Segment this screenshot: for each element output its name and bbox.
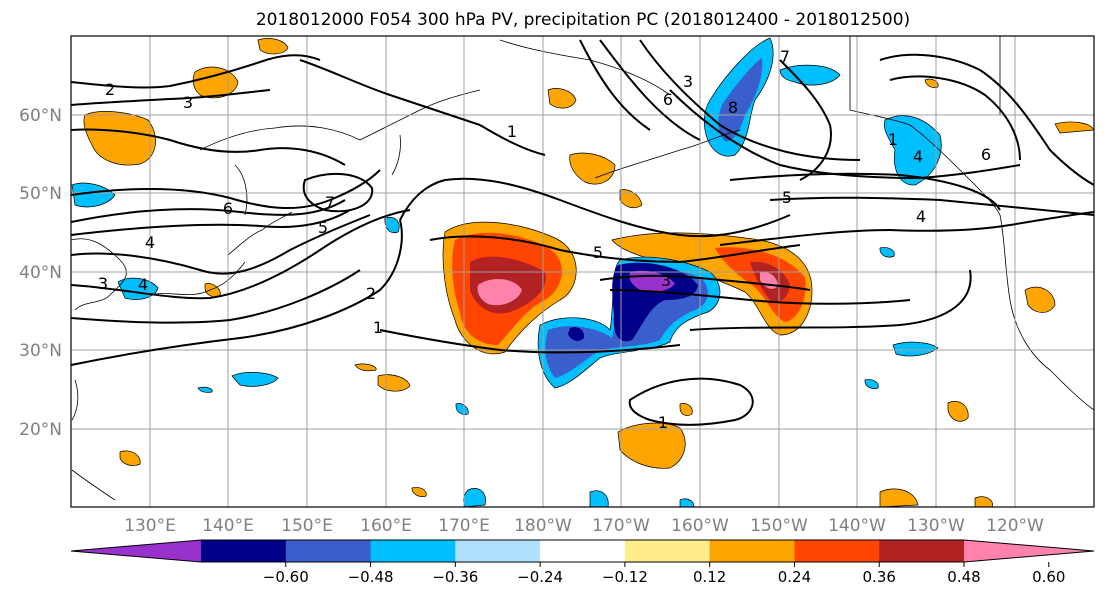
pv-contours [71,39,1094,426]
colorbar-tick-label: −0.24 [517,568,563,586]
lon-label: 140°W [828,516,886,536]
lat-label: 50°N [19,184,62,204]
map-title: 2018012000 F054 300 hPa PV, precipitatio… [256,10,910,30]
contour-label: 1 [888,130,898,149]
contour-label: 4 [916,207,926,226]
lat-label: 40°N [19,263,62,283]
colorbar-tick-label: 0.12 [693,568,726,586]
lat-label: 20°N [19,420,62,440]
colorbar-swatch [370,540,456,562]
lon-label: 160°W [671,516,729,536]
gridlines [71,36,1094,507]
lon-label: 170°W [592,516,650,536]
lon-label: 150°E [281,516,333,536]
colorbar-tick-label: −0.36 [432,568,478,586]
lon-label: 130°W [907,516,965,536]
contour-labels: 2 3 1 6 7 5 4 4 3 2 1 5 3 5 4 1 3 6 8 7 … [98,47,991,432]
colorbar-tick-label: −0.48 [348,568,394,586]
contour-label: 7 [325,193,335,212]
colorbar-outline [70,539,1095,563]
contour-label: 2 [105,80,115,99]
colorbar-swatch [794,540,880,562]
contour-label: 3 [98,274,108,293]
contour-label: 5 [593,243,603,262]
contour-label: 5 [782,188,792,207]
colorbar-swatch [709,540,795,562]
colorbar-tick-label: 0.48 [947,568,980,586]
contour-label: 6 [981,145,991,164]
contour-label: 2 [366,284,376,303]
colorbar-swatch [540,540,626,562]
contour-label: 3 [183,93,193,112]
lon-label: 150°W [750,516,808,536]
colorbar-tick-label: −0.60 [263,568,309,586]
colorbar-tick-label: 0.60 [1032,568,1065,586]
map-panel: 2 3 1 6 7 5 4 4 3 2 1 5 3 5 4 1 3 6 8 7 … [71,36,1094,507]
lon-label: 160°E [360,516,412,536]
lat-label: 30°N [19,341,62,361]
colorbar-tick-label: 0.24 [778,568,811,586]
contour-label: 6 [663,90,673,109]
colorbar-swatch [624,540,711,562]
contour-label: 6 [223,199,233,218]
lon-label: 130°E [124,516,176,536]
colorbar-swatch [879,540,965,562]
colorbar-swatch [455,540,541,562]
longitude-labels: 130°E 140°E 150°E 160°E 170°E 180°W 170°… [124,516,1044,536]
contour-label: 4 [913,147,923,166]
map-frame [70,35,1095,508]
lon-label: 180°W [514,516,572,536]
lon-label: 120°W [986,516,1044,536]
colorbar-tick-label: −0.12 [602,568,648,586]
contour-label: 3 [661,271,671,290]
colorbar-tick-label: 0.36 [863,568,896,586]
lon-label: 170°E [438,516,490,536]
contour-label: 8 [728,98,738,117]
colorbar-extend-high [964,540,1094,562]
contour-label: 1 [507,122,517,141]
colorbar: −0.60 −0.48 −0.36 −0.24 −0.12 0.12 0.24 0.36 0.4… [70,539,1095,586]
contour-label: 1 [373,318,383,337]
contour-label: 4 [138,275,148,294]
lat-label: 60°N [19,106,62,126]
contour-label: 3 [683,72,693,91]
colorbar-extend-low [71,540,201,562]
contour-label: 1 [658,413,668,432]
contour-label: 4 [145,233,155,252]
latitude-labels: 60°N 50°N 40°N 30°N 20°N [19,106,62,440]
colorbar-swatch [201,540,287,562]
colorbar-swatch [285,540,372,562]
lon-label: 140°E [202,516,254,536]
contour-label: 5 [318,218,328,237]
contour-label: 7 [780,47,790,66]
